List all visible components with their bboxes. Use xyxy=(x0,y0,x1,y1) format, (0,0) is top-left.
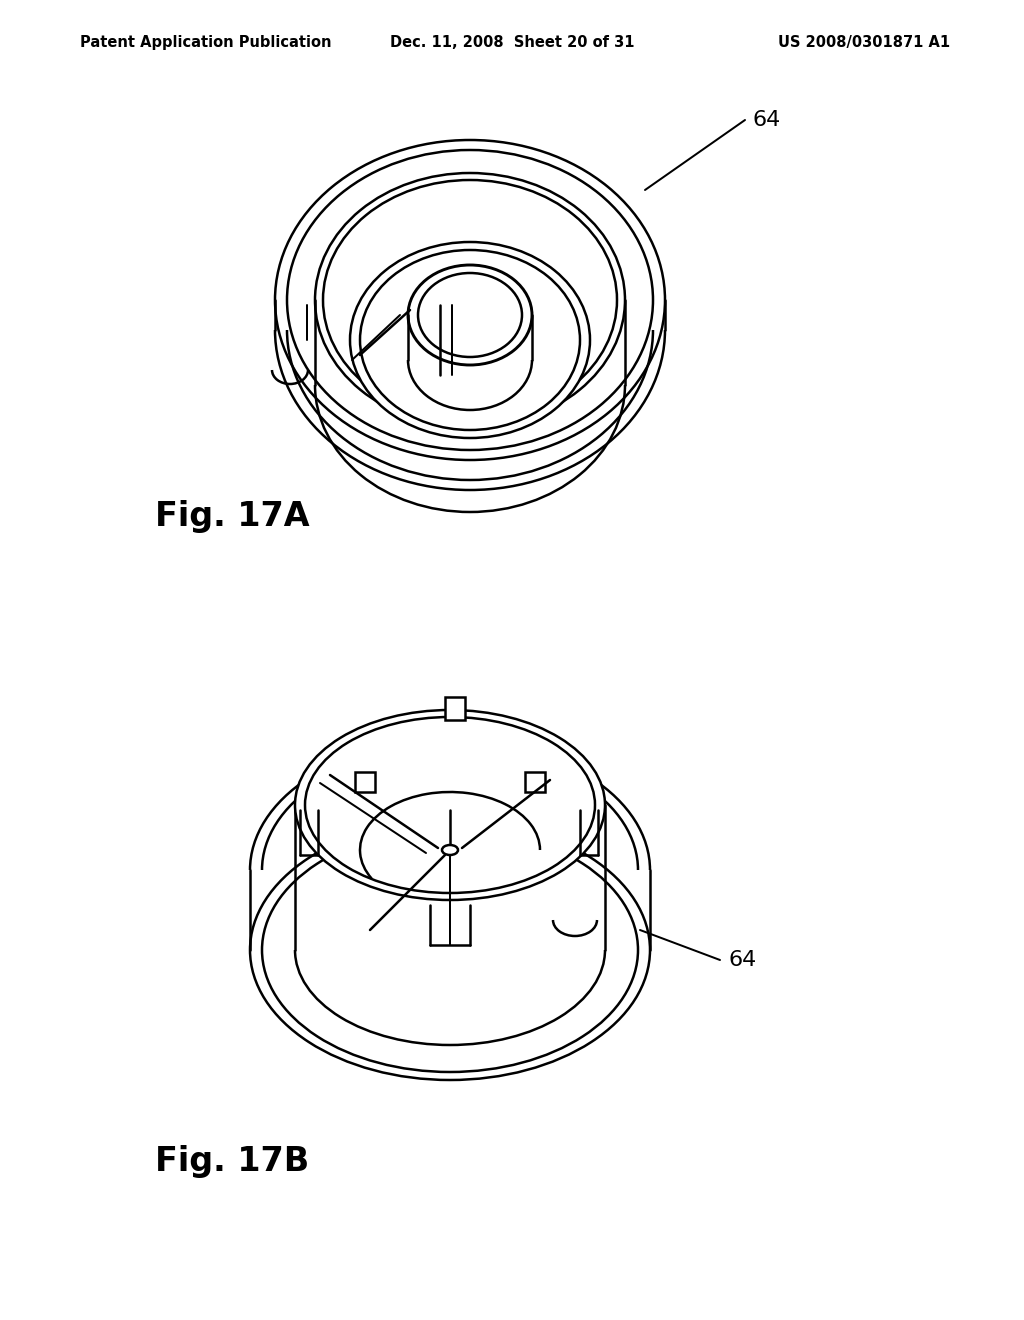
Text: Fig. 17B: Fig. 17B xyxy=(155,1144,309,1177)
Ellipse shape xyxy=(295,710,605,900)
Ellipse shape xyxy=(287,150,653,450)
Ellipse shape xyxy=(315,173,625,426)
Ellipse shape xyxy=(418,273,522,356)
Ellipse shape xyxy=(275,140,665,459)
Ellipse shape xyxy=(305,717,595,894)
Polygon shape xyxy=(525,772,545,792)
Ellipse shape xyxy=(262,828,638,1072)
Ellipse shape xyxy=(442,845,458,855)
Polygon shape xyxy=(355,772,375,792)
Ellipse shape xyxy=(360,249,580,430)
Text: US 2008/0301871 A1: US 2008/0301871 A1 xyxy=(778,36,950,50)
Polygon shape xyxy=(445,697,465,719)
Text: 64: 64 xyxy=(753,110,781,129)
Text: Dec. 11, 2008  Sheet 20 of 31: Dec. 11, 2008 Sheet 20 of 31 xyxy=(390,36,634,50)
Ellipse shape xyxy=(250,820,650,1080)
Text: Fig. 17A: Fig. 17A xyxy=(155,500,309,533)
Ellipse shape xyxy=(323,180,617,420)
Text: Patent Application Publication: Patent Application Publication xyxy=(80,36,332,50)
Ellipse shape xyxy=(408,265,532,366)
Ellipse shape xyxy=(350,242,590,438)
Text: 64: 64 xyxy=(728,950,757,970)
